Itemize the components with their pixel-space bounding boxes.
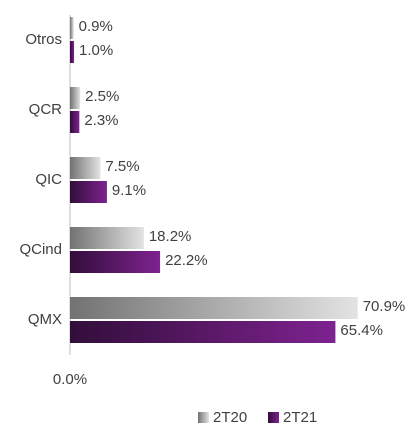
bar [70, 87, 81, 109]
value-label: 9.1% [112, 182, 146, 199]
bar [70, 227, 144, 249]
category-label: QMX [28, 311, 62, 328]
legend-label: 2T21 [283, 409, 317, 426]
bar [70, 297, 358, 319]
bar [70, 111, 80, 133]
bar [70, 251, 161, 273]
legend-swatch [268, 412, 279, 423]
value-label: 2.5% [85, 88, 119, 105]
bar [70, 181, 107, 203]
value-label: 70.9% [363, 298, 406, 315]
value-label: 1.0% [79, 42, 113, 59]
value-label: 2.3% [84, 112, 118, 129]
category-label: Otros [25, 31, 62, 48]
value-label: 0.9% [79, 18, 113, 35]
category-label: QCind [19, 241, 62, 258]
legend-swatch [198, 412, 209, 423]
bar [70, 17, 74, 39]
x-tick-label: 0.0% [53, 371, 87, 388]
category-label: QCR [29, 101, 63, 118]
value-label: 22.2% [165, 252, 208, 269]
value-label: 65.4% [340, 322, 383, 339]
bar [70, 321, 336, 343]
bar [70, 157, 101, 179]
value-label: 7.5% [105, 158, 139, 175]
value-label: 18.2% [149, 228, 192, 245]
category-label: QIC [35, 171, 62, 188]
bar [70, 41, 75, 63]
legend-label: 2T20 [213, 409, 247, 426]
